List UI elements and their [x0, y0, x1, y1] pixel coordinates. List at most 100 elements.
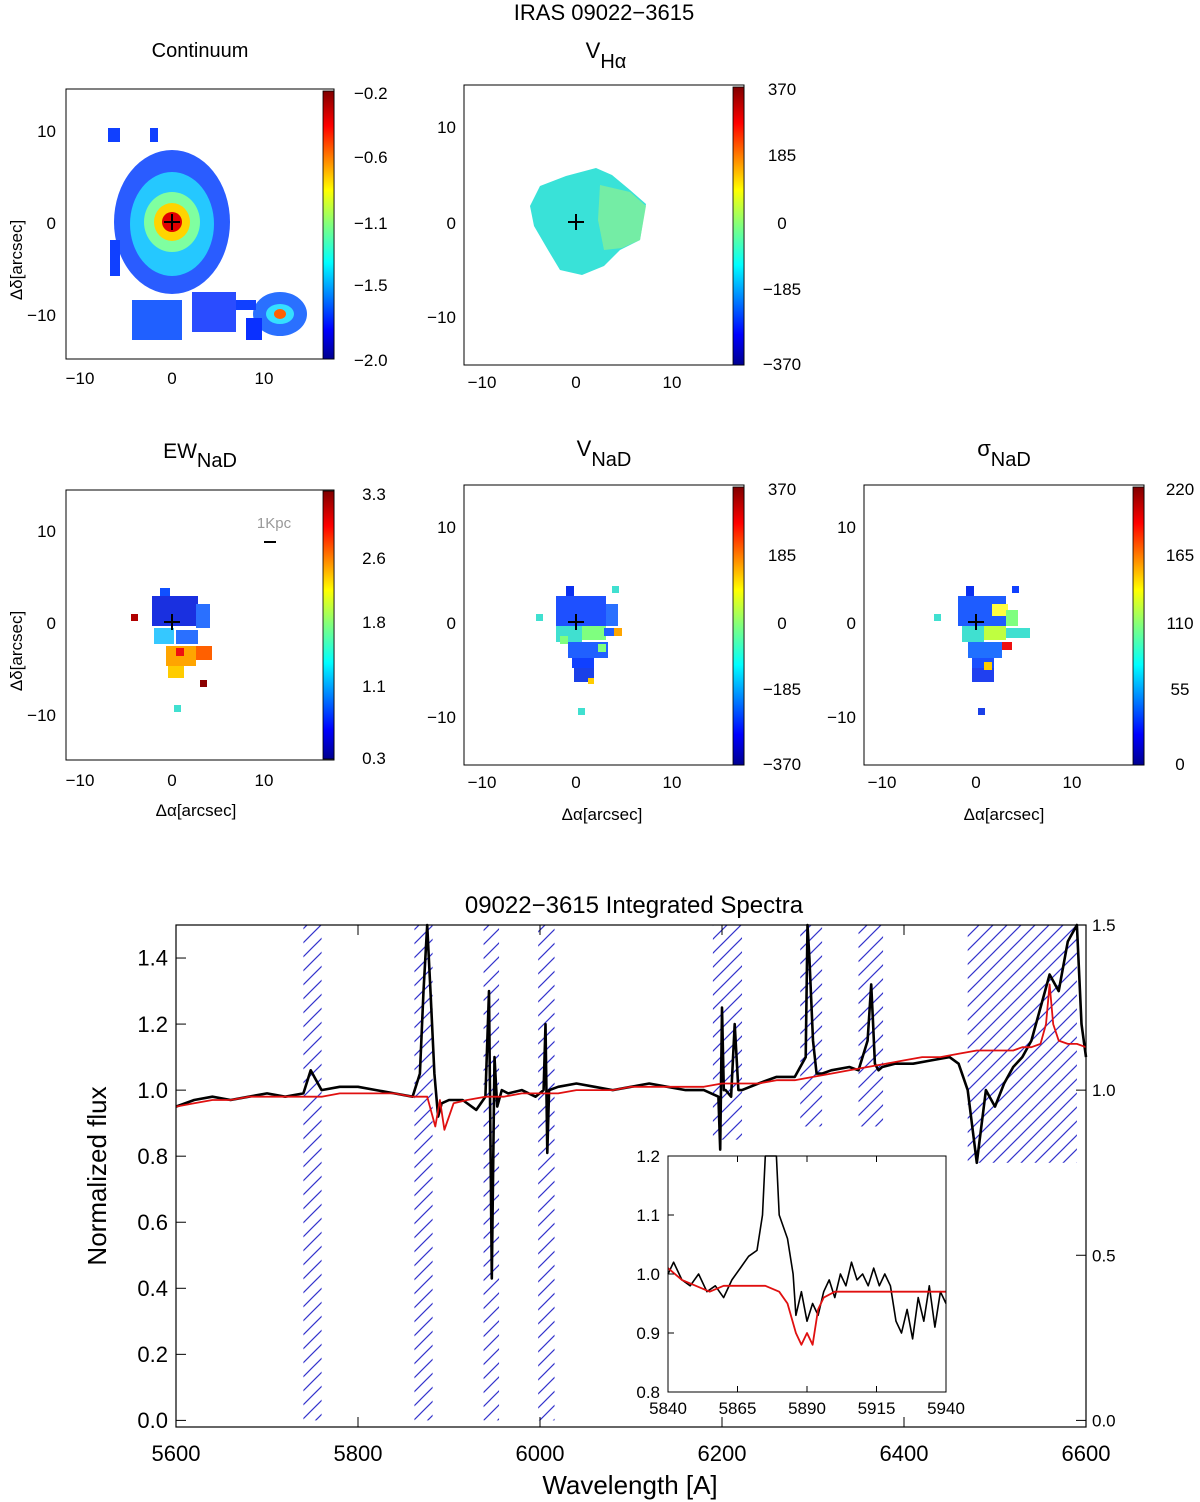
model-spectrum-line: [175, 983, 1087, 1131]
masked-region: [858, 925, 884, 1127]
ewnad-xticks: −10 0 10: [66, 771, 274, 790]
colorbar-tick-label: 0: [777, 214, 786, 233]
y-tick-label: 10: [437, 518, 456, 537]
colorbar-tick-label: −185: [763, 280, 801, 299]
continuum-center-marker: [164, 214, 180, 230]
signad-title: σNaD: [977, 436, 1031, 471]
signad-xticks: −10 0 10: [868, 773, 1082, 792]
signad-xlabel: Δα[arcsec]: [964, 805, 1045, 824]
signad-colorbar: [1132, 486, 1145, 766]
y-tick-label: 1.0: [137, 1078, 168, 1103]
x-tick-label: 6200: [698, 1441, 747, 1466]
colorbar-tick-label: 1.8: [362, 613, 386, 632]
x-tick-label: 6600: [1062, 1441, 1111, 1466]
vnad-xticks: −10 0 10: [468, 773, 682, 792]
y-tick-label: −10: [27, 306, 56, 325]
y-tick-label: −10: [827, 708, 856, 727]
vnad-map: [536, 586, 622, 715]
signad-yticks: 10 0 −10: [827, 518, 856, 727]
colorbar-tick-label: 2.6: [362, 549, 386, 568]
colorbar-tick-label: 110: [1166, 614, 1193, 633]
spectrum-xlabel: Wavelength [A]: [542, 1470, 717, 1500]
colorbar-tick-label: −1.1: [354, 214, 388, 233]
y-tick-label: 10: [37, 522, 56, 541]
signad-colorbar-ticks: 220 165 110 55 0: [1166, 480, 1194, 774]
ewnad-xlabel: Δα[arcsec]: [156, 801, 237, 820]
ewnad-scale-label: 1Kpc: [257, 515, 292, 532]
ewnad-panel: EWNaD 1Kpc Δδ[arcsec] −10 0 10 Δα[arcse: [7, 440, 386, 820]
x-tick-label: 5800: [334, 1441, 383, 1466]
y-tick-label: 0.2: [137, 1342, 168, 1367]
y-tick-label: 0.8: [137, 1144, 168, 1169]
inset-panel: 5840 5865 5890 5915 5940 0.8 0.9 1.0 1.1 1.2: [636, 1147, 965, 1418]
vha-map-gradient: [598, 185, 646, 250]
ewnad-yticks: 10 0 −10: [27, 522, 56, 725]
vha-yticks: 10 0 −10: [427, 118, 456, 327]
observed-spectrum-line: [175, 923, 1088, 1280]
colorbar-tick-label: 1.1: [362, 677, 386, 696]
x-tick-label: 10: [663, 773, 682, 792]
model-spectrum-line: [667, 1267, 946, 1346]
ewnad-title: EWNaD: [163, 440, 237, 472]
vnad-colorbar: [732, 486, 745, 766]
vha-colorbar-ticks: 370 185 0 −185 −370: [763, 80, 801, 374]
inset-series: [667, 1155, 947, 1346]
spectrum-title: 09022−3615 Integrated Spectra: [465, 892, 804, 919]
vnad-title: VNaD: [577, 436, 632, 471]
x-tick-label: 5840: [649, 1399, 687, 1418]
right-y-tick-label: 1.0: [1092, 1081, 1116, 1100]
spectrum-series: [175, 923, 1088, 1280]
y-tick-label: 0.6: [137, 1210, 168, 1235]
colorbar-tick-label: 55: [1171, 680, 1190, 699]
y-tick-label: 1.0: [636, 1265, 660, 1284]
right-y-tick-label: 1.5: [1092, 916, 1116, 935]
vnad-center-marker: [568, 614, 584, 630]
masked-region: [303, 925, 322, 1421]
vnad-xlabel: Δα[arcsec]: [562, 805, 643, 824]
y-tick-label: 10: [37, 122, 56, 141]
vha-center-marker: [568, 214, 584, 230]
colorbar-tick-label: 0.3: [362, 749, 386, 768]
y-tick-label: 0.8: [636, 1383, 660, 1402]
spectrum-panel: 09022−3615 Integrated Spectra 5600 5800 60…: [82, 892, 1116, 1500]
x-tick-label: 5940: [927, 1399, 965, 1418]
y-tick-label: −10: [427, 708, 456, 727]
y-tick-label: 0.4: [137, 1276, 168, 1301]
x-tick-label: −10: [468, 773, 497, 792]
continuum-colorbar: [322, 90, 335, 360]
continuum-panel: Continuum Δδ[arcsec] −10 0 10: [7, 40, 388, 388]
signad-center-marker: [968, 614, 984, 630]
colorbar-tick-label: 370: [768, 80, 796, 99]
x-tick-label: 10: [1063, 773, 1082, 792]
x-tick-label: −10: [868, 773, 897, 792]
vnad-panel: VNaD −10 0 10 Δα[arcsec]: [427, 436, 801, 824]
signad-panel: σNaD −10 0 10 Δα[arcsec]: [827, 436, 1194, 824]
masked-region: [538, 925, 555, 1421]
ewnad-map: [131, 588, 212, 712]
colorbar-tick-label: −1.5: [354, 276, 388, 295]
x-tick-label: 0: [571, 373, 580, 392]
ewnad-ylabel: Δδ[arcsec]: [7, 611, 26, 691]
spectrum-frame: [175, 924, 1087, 1428]
x-tick-label: 0: [571, 773, 580, 792]
x-tick-label: −10: [468, 373, 497, 392]
colorbar-tick-label: 0: [1175, 755, 1184, 774]
spectrum-ylabel: Normalized flux: [82, 1086, 112, 1265]
x-tick-label: 10: [255, 771, 274, 790]
continuum-colorbar-ticks: −0.2 −0.6 −1.1 −1.5 −2.0: [354, 84, 388, 370]
vnad-yticks: 10 0 −10: [427, 518, 456, 727]
x-tick-label: 10: [255, 369, 274, 388]
x-tick-label: 5865: [719, 1399, 757, 1418]
y-tick-label: 10: [837, 518, 856, 537]
masked-region: [414, 925, 433, 1421]
inset-background: [668, 1156, 946, 1392]
x-tick-label: −10: [66, 369, 95, 388]
y-tick-label: 1.2: [137, 1012, 168, 1037]
continuum-ylabel: Δδ[arcsec]: [7, 220, 26, 300]
y-tick-label: 10: [437, 118, 456, 137]
ewnad-colorbar-ticks: 3.3 2.6 1.8 1.1 0.3: [362, 485, 386, 768]
colorbar-tick-label: −0.2: [354, 84, 388, 103]
vha-xticks: −10 0 10: [468, 373, 682, 392]
colorbar-tick-label: 3.3: [362, 485, 386, 504]
continuum-yticks: 10 0 −10: [27, 122, 56, 325]
